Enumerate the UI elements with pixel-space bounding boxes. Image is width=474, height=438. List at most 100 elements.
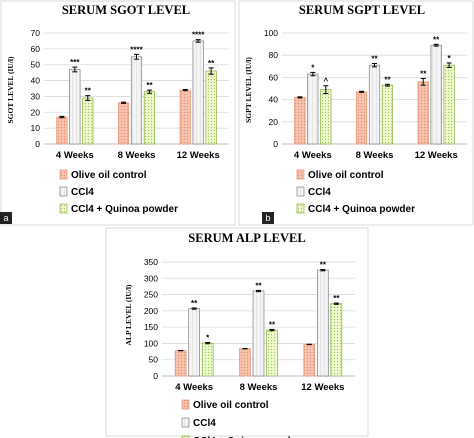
legend-label: CCl4 <box>71 187 94 198</box>
significance-marker: ** <box>85 87 92 96</box>
legend-swatch <box>59 186 68 197</box>
legend-swatch <box>181 417 190 428</box>
legend-swatch <box>181 399 190 410</box>
significance-marker: ** <box>384 75 391 84</box>
legend-swatch <box>296 203 305 214</box>
chart-panel-1: SERUM SGOT LEVEL SGOT LEVEL (IU/l) 0 10 20 30… <box>0 3 229 224</box>
chart-panel-2: SERUM SGPT LEVEL SGPT LEVEL (IU/l) 0 20 40 60… <box>244 3 467 224</box>
legend-label: Olive oil control <box>71 170 147 181</box>
y-tick-label: 100 <box>264 28 278 38</box>
significance-marker: * <box>311 63 315 72</box>
panel-tag-box <box>0 212 12 224</box>
bar-ccl4-quinoa-powder <box>82 97 94 145</box>
x-tick-label: 4 Weeks <box>175 382 213 393</box>
panel-tag-box <box>262 212 274 224</box>
y-tick-label: 0 <box>35 139 40 149</box>
bar-olive-oil-control <box>417 81 429 145</box>
legend-swatch <box>181 435 190 438</box>
chart-panel-3: SERUM ALP LEVEL ALP LEVEL (IU/l) 0 50 100 150… <box>124 231 355 438</box>
x-tick-label: 12 Weeks <box>177 150 220 161</box>
legend-label: Olive oil control <box>308 170 384 181</box>
y-tick-label: 60 <box>269 72 279 82</box>
y-tick-label: 10 <box>31 123 41 133</box>
significance-marker: ** <box>371 55 378 64</box>
y-tick-label: 70 <box>31 28 41 38</box>
bar-ccl4-quinoa-powder <box>266 329 278 377</box>
bar-ccl4 <box>130 56 143 145</box>
x-tick-label: 4 Weeks <box>294 150 332 161</box>
y-axis-label: ALP LEVEL (IU/l) <box>124 284 133 345</box>
x-tick-label: 8 Weeks <box>240 382 278 393</box>
significance-marker: **** <box>130 45 143 54</box>
panel-tag-label: b <box>265 213 270 223</box>
legend-label: CCl4 <box>308 187 331 198</box>
legend-swatch <box>59 203 68 214</box>
significance-marker: ** <box>255 281 262 290</box>
bar-olive-oil-control <box>303 344 316 377</box>
bar-ccl4 <box>368 64 381 145</box>
y-tick-label: 50 <box>31 60 41 70</box>
bar-olive-oil-control <box>56 116 68 145</box>
chart-title: SERUM SGOT LEVEL <box>62 3 190 17</box>
significance-marker: ^ <box>323 77 328 86</box>
significance-marker: ** <box>333 294 340 303</box>
panel-tag-label: a <box>3 213 8 223</box>
y-tick-label: 30 <box>31 91 41 101</box>
y-tick-label: 60 <box>31 44 41 54</box>
y-tick-label: 300 <box>144 273 158 283</box>
bar-ccl4-quinoa-powder <box>205 70 217 145</box>
y-axis-label: SGOT LEVEL (IU/l) <box>6 56 15 123</box>
bar-ccl4-quinoa-powder <box>201 342 214 377</box>
bar-ccl4-quinoa-powder <box>143 91 156 145</box>
legend-label: CCl4 + Quinoa powder <box>193 436 300 438</box>
bar-olive-oil-control <box>117 102 130 145</box>
significance-marker: **** <box>192 31 205 40</box>
y-tick-label: 80 <box>269 50 279 60</box>
x-tick-label: 8 Weeks <box>118 150 156 161</box>
bar-ccl4-quinoa-powder <box>330 303 343 377</box>
bar-olive-oil-control <box>239 348 251 377</box>
significance-marker: ** <box>208 59 215 68</box>
significance-marker: ** <box>433 35 440 44</box>
y-tick-label: 20 <box>31 107 41 117</box>
x-tick-label: 12 Weeks <box>301 382 344 393</box>
y-tick-label: 0 <box>273 139 278 149</box>
bar-ccl4 <box>307 73 319 145</box>
legend-label: Olive oil control <box>193 400 269 411</box>
significance-marker: *** <box>70 58 80 67</box>
y-tick-label: 50 <box>149 355 159 365</box>
bar-olive-oil-control <box>355 91 368 145</box>
bar-ccl4 <box>317 269 329 377</box>
bar-ccl4-quinoa-powder <box>381 84 394 145</box>
x-tick-label: 4 Weeks <box>56 150 94 161</box>
significance-marker: ** <box>146 81 153 90</box>
y-tick-label: 350 <box>144 257 158 267</box>
charts-layer: SERUM SGOT LEVEL SGOT LEVEL (IU/l) 0 10 20 30… <box>0 3 467 438</box>
bar-ccl4 <box>192 40 204 145</box>
bar-ccl4-quinoa-powder <box>443 64 455 145</box>
x-tick-label: 8 Weeks <box>356 150 394 161</box>
panel-border <box>105 227 369 437</box>
chart-title: SERUM SGPT LEVEL <box>299 3 425 17</box>
significance-marker: ** <box>269 320 276 329</box>
bar-olive-oil-control <box>174 350 187 377</box>
significance-marker: ** <box>320 260 327 269</box>
chart-title: SERUM ALP LEVEL <box>188 231 305 245</box>
y-tick-label: 20 <box>269 117 279 127</box>
panel-border <box>238 0 474 226</box>
bar-olive-oil-control <box>179 89 191 145</box>
legend-swatch <box>296 169 305 180</box>
y-tick-label: 200 <box>144 306 158 316</box>
y-tick-label: 150 <box>144 322 158 332</box>
panel-border <box>0 0 236 226</box>
significance-marker: * <box>206 333 210 342</box>
y-tick-label: 0 <box>153 371 158 381</box>
bar-ccl4 <box>188 308 200 377</box>
legend-label: CCl4 + Quinoa powder <box>308 204 415 215</box>
y-tick-label: 250 <box>144 290 158 300</box>
significance-marker: ** <box>420 70 427 79</box>
bar-olive-oil-control <box>294 97 306 145</box>
bar-ccl4-quinoa-powder <box>320 89 332 145</box>
y-tick-label: 40 <box>31 76 41 86</box>
